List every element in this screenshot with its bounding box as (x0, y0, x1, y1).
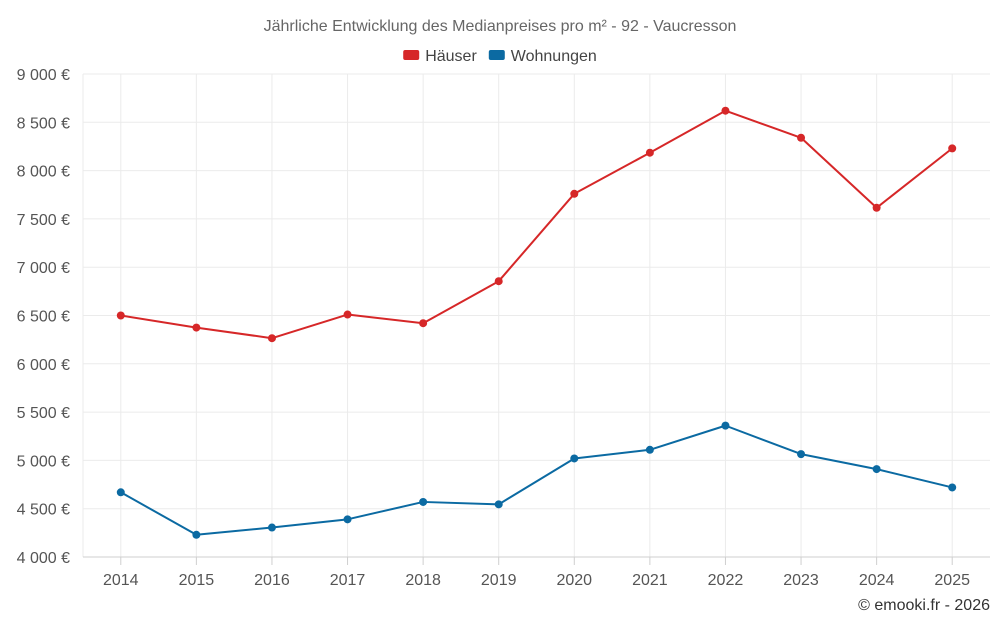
data-point[interactable] (419, 319, 428, 328)
y-tick-label: 7 500 € (17, 212, 70, 229)
grid (82, 73, 990, 558)
series-Häuser (116, 106, 957, 343)
chart-title: Jährliche Entwicklung des Medianpreises … (264, 18, 737, 35)
data-point[interactable] (645, 148, 654, 157)
series-line (120, 109, 953, 340)
data-point[interactable] (494, 277, 503, 286)
legend: Häuser Wohnungen (403, 48, 597, 65)
data-point[interactable] (494, 500, 503, 509)
y-tick-label: 6 000 € (17, 357, 70, 374)
y-tick-label: 9 000 € (17, 67, 70, 84)
data-point[interactable] (343, 515, 352, 524)
credit-text: © emooki.fr - 2026 (858, 597, 990, 614)
x-tick-label: 2024 (859, 572, 895, 589)
y-tick-label: 6 500 € (17, 309, 70, 326)
legend-swatch (488, 50, 505, 60)
y-tick-label: 4 500 € (17, 502, 70, 519)
data-point[interactable] (192, 530, 201, 539)
y-tick-label: 5 000 € (17, 453, 70, 470)
data-point[interactable] (267, 523, 276, 532)
legend-label: Wohnungen (511, 48, 597, 65)
x-tick-label: 2020 (556, 572, 592, 589)
legend-swatch (403, 50, 420, 60)
series-line (120, 424, 953, 536)
y-tick-label: 4 000 € (17, 550, 70, 567)
x-tick-label: 2021 (632, 572, 668, 589)
data-point[interactable] (721, 421, 730, 430)
x-tick-label: 2015 (179, 572, 215, 589)
y-axis: 4 000 € 4 500 € 5 000 € 5 500 € 6 000 € 6 500… (17, 67, 70, 567)
legend-label: Häuser (425, 48, 477, 65)
data-point[interactable] (797, 450, 806, 459)
data-point[interactable] (872, 203, 881, 212)
x-tick-label: 2018 (405, 572, 441, 589)
series-Wohnungen (116, 421, 957, 539)
data-point[interactable] (116, 488, 125, 497)
data-point[interactable] (267, 334, 276, 343)
data-point[interactable] (797, 133, 806, 142)
x-tick-label: 2014 (103, 572, 139, 589)
x-tick-label: 2019 (481, 572, 517, 589)
x-axis: 2014 2015 2016 2017 2018 2019 2020 2021 2022 2023… (103, 557, 970, 589)
data-point[interactable] (872, 465, 881, 474)
data-point[interactable] (419, 497, 428, 506)
data-point[interactable] (570, 189, 579, 198)
data-point[interactable] (343, 310, 352, 319)
x-tick-label: 2016 (254, 572, 290, 589)
y-tick-label: 5 500 € (17, 405, 70, 422)
y-tick-label: 7 000 € (17, 260, 70, 277)
x-tick-label: 2023 (783, 572, 819, 589)
data-point[interactable] (192, 323, 201, 332)
y-tick-label: 8 500 € (17, 115, 70, 132)
data-point[interactable] (948, 144, 957, 153)
x-tick-label: 2017 (330, 572, 366, 589)
x-tick-label: 2025 (934, 572, 970, 589)
data-point[interactable] (116, 311, 125, 320)
y-tick-label: 8 000 € (17, 164, 70, 181)
x-tick-label: 2022 (708, 572, 744, 589)
data-point[interactable] (721, 106, 730, 115)
legend-item-Häuser[interactable]: Häuser (403, 48, 477, 65)
legend-item-Wohnungen[interactable]: Wohnungen (488, 48, 597, 65)
data-point[interactable] (948, 483, 957, 492)
data-point[interactable] (570, 454, 579, 463)
series-layer (116, 106, 957, 539)
data-point[interactable] (645, 445, 654, 454)
